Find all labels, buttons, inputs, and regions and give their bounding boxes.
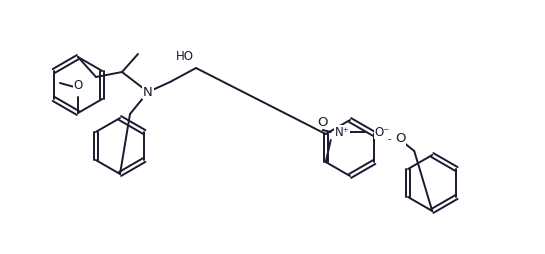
Text: O: O <box>74 79 83 92</box>
Text: O⁻: O⁻ <box>375 125 390 138</box>
Text: HO: HO <box>176 50 194 62</box>
Text: O: O <box>318 116 328 129</box>
Text: N⁺: N⁺ <box>335 125 350 138</box>
Text: N: N <box>143 86 153 99</box>
Text: O: O <box>395 133 405 146</box>
